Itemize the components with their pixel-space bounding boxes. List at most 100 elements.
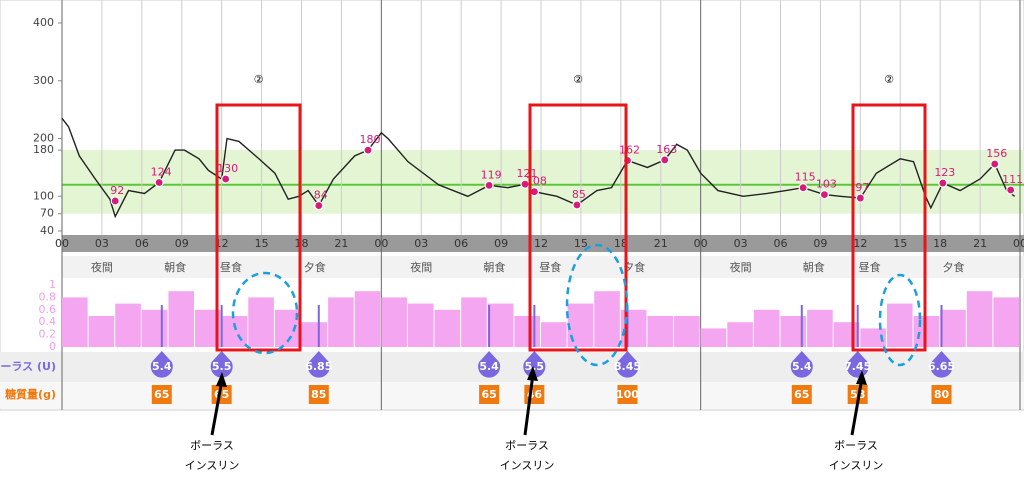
highlight-box — [851, 103, 927, 352]
carb-marker — [791, 385, 812, 404]
carb-value: 65 — [154, 388, 169, 401]
reading-label: 97 — [855, 181, 869, 194]
reading — [363, 145, 373, 155]
bolus-label: ボーラス (U) — [0, 359, 56, 373]
reading — [154, 177, 164, 188]
x-tick-label: 09 — [494, 237, 508, 250]
activity-bar — [541, 322, 567, 347]
reading — [1006, 185, 1016, 195]
carb-label: 糖質量(g) — [5, 387, 56, 401]
carb-marker — [308, 385, 329, 404]
meal-label: 昼食 — [220, 260, 242, 274]
reading-label: 92 — [110, 184, 124, 197]
bolus-value: 5.4 — [792, 360, 812, 373]
x-tick-label: 21 — [973, 237, 987, 250]
x-tick-label: 06 — [774, 237, 788, 250]
arrow-head — [527, 366, 538, 381]
activity-bar — [940, 309, 966, 347]
activity-bar — [221, 316, 248, 347]
reading — [938, 178, 948, 188]
x-tick-label: 00 — [694, 237, 708, 250]
x-tick-label: 18 — [614, 237, 628, 250]
activity-bar — [993, 297, 1019, 347]
reading — [660, 155, 670, 165]
callout: ボーラス — [190, 439, 234, 452]
reading-label: 163 — [656, 143, 677, 156]
activity-bar — [328, 297, 354, 347]
reading — [798, 183, 808, 193]
bolus-value: 7.45 — [844, 360, 871, 373]
reading — [572, 200, 582, 210]
activity-bar — [381, 297, 407, 347]
bolus-value: 5.5 — [212, 360, 232, 373]
x-tick-label: 06 — [454, 237, 468, 250]
meal-label: 夕食 — [304, 260, 326, 274]
x-tick-label: 12 — [853, 237, 867, 250]
meal-label: 夜間 — [410, 260, 432, 274]
bolus-marker — [307, 351, 330, 378]
bolus-marker — [478, 351, 501, 378]
callout: ボーラス — [834, 439, 878, 452]
meal-label: 昼食 — [859, 260, 881, 274]
reading-label: 103 — [816, 178, 837, 191]
meal-label: 夕食 — [623, 260, 645, 274]
highlight-ellipse — [231, 271, 299, 355]
x-tick-label: 15 — [893, 237, 907, 250]
annotation: ② — [884, 73, 894, 86]
activity-bar — [860, 328, 886, 347]
reading-label: 121 — [517, 167, 538, 180]
reading-label: 130 — [217, 162, 238, 175]
reading — [484, 180, 494, 190]
activity-bar — [966, 291, 993, 347]
bolus-value: 6.65 — [928, 360, 955, 373]
bolus-value: 6.85 — [305, 360, 332, 373]
reading — [855, 193, 865, 203]
carb-marker — [151, 385, 172, 404]
x-tick-label: 00 — [55, 237, 69, 250]
activity-bar — [168, 291, 195, 347]
arrow-head — [216, 372, 227, 387]
reading-label: 119 — [481, 168, 502, 181]
bolus-value: 5.4 — [152, 360, 172, 373]
activity-bar — [88, 316, 115, 347]
meal-label: 夕食 — [942, 260, 964, 274]
y-tick-label: 100 — [33, 189, 54, 202]
callout: ボーラス — [505, 439, 549, 452]
activity-tick-label: 0.8 — [39, 290, 57, 303]
activity-bar — [487, 303, 514, 347]
reading-label: 84 — [314, 189, 328, 202]
bolus-marker — [846, 351, 869, 378]
x-tick-label: 09 — [175, 237, 189, 250]
reading-label: 85 — [572, 188, 586, 201]
reading-label: 123 — [934, 166, 955, 179]
bolus-value: 5.5 — [525, 360, 545, 373]
carb-value: 65 — [481, 388, 496, 401]
arrow-shaft — [850, 377, 864, 436]
highlight-ellipse — [878, 273, 922, 367]
x-tick-label: 09 — [813, 237, 827, 250]
activity-tick-label: 1 — [49, 278, 56, 291]
x-tick-label: 15 — [574, 237, 588, 250]
bolus-value: 5.4 — [479, 360, 499, 373]
activity-bar — [886, 303, 913, 347]
activity-bar — [807, 309, 833, 347]
annotation: ② — [254, 73, 264, 86]
highlight-box — [215, 103, 302, 352]
bolus-marker — [790, 351, 813, 378]
carb-value: 85 — [311, 388, 326, 401]
reading — [110, 196, 120, 206]
carb-value: 100 — [616, 388, 639, 401]
meal-label: 夜間 — [91, 260, 113, 274]
activity-bar — [647, 316, 674, 347]
activity-bar — [674, 316, 700, 347]
y-tick-label: 300 — [33, 74, 54, 87]
activity-bar — [354, 291, 381, 347]
arrow-shaft — [523, 373, 535, 436]
activity-bar — [434, 309, 461, 347]
x-tick-label: 03 — [734, 237, 748, 250]
glucose-line — [61, 117, 1016, 219]
reading-label: 124 — [151, 165, 172, 178]
activity-bar — [248, 297, 274, 347]
x-tick-label: 12 — [534, 237, 548, 250]
